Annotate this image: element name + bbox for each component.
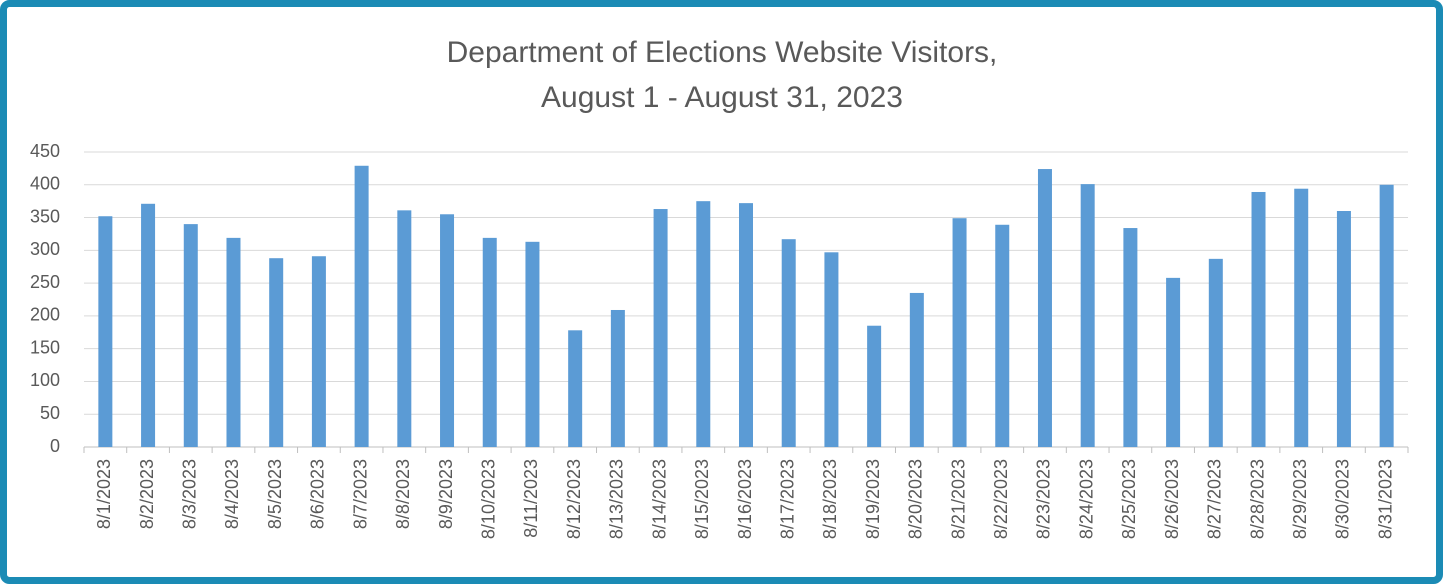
bar <box>1336 211 1351 447</box>
y-tick-label: 250 <box>30 272 60 292</box>
bar <box>867 325 882 447</box>
bar <box>739 203 753 447</box>
x-tick-label: 8/6/2023 <box>308 459 328 529</box>
x-tick-label: 8/16/2023 <box>735 459 755 539</box>
x-tick-label: 8/20/2023 <box>906 459 926 539</box>
x-tick-label: 8/23/2023 <box>1034 459 1054 539</box>
x-tick-label: 8/9/2023 <box>436 459 456 529</box>
bar <box>525 241 540 447</box>
bar <box>995 224 1010 447</box>
bar <box>98 216 113 447</box>
x-tick-label: 8/19/2023 <box>863 459 883 539</box>
x-tick-label: 8/14/2023 <box>649 459 669 539</box>
y-tick-label: 450 <box>30 141 60 161</box>
bar <box>397 210 412 447</box>
x-tick-label: 8/4/2023 <box>222 459 242 529</box>
x-tick-label: 8/25/2023 <box>1119 459 1139 539</box>
y-tick-label: 300 <box>30 239 60 259</box>
bar <box>354 165 369 447</box>
x-tick-label: 8/7/2023 <box>350 459 370 529</box>
bar <box>1166 277 1181 447</box>
bar <box>1208 258 1223 447</box>
y-tick-label: 350 <box>30 206 60 226</box>
bar <box>1080 184 1095 447</box>
bar <box>952 218 967 447</box>
y-tick-label: 0 <box>50 436 60 456</box>
x-tick-label: 8/28/2023 <box>1247 459 1267 539</box>
x-tick-label: 8/15/2023 <box>692 459 712 539</box>
bar <box>1123 228 1138 447</box>
x-tick-label: 8/31/2023 <box>1375 459 1395 539</box>
y-tick-label: 200 <box>30 305 60 325</box>
chart-title: Department of Elections Website Visitors… <box>447 36 998 69</box>
bar <box>141 203 156 447</box>
bar <box>311 256 326 447</box>
bar <box>1294 188 1309 447</box>
bar <box>183 224 198 447</box>
bar <box>269 258 284 447</box>
x-tick-label: 8/11/2023 <box>521 459 541 538</box>
x-tick-label: 8/13/2023 <box>607 459 627 539</box>
x-tick-label: 8/3/2023 <box>180 459 200 529</box>
x-tick-label: 8/10/2023 <box>478 459 498 539</box>
x-tick-label: 8/27/2023 <box>1205 459 1225 539</box>
bar <box>1379 184 1394 447</box>
bar <box>440 214 455 447</box>
x-tick-label: 8/5/2023 <box>265 459 285 529</box>
bar <box>1251 191 1266 447</box>
x-tick-label: 8/30/2023 <box>1333 459 1353 539</box>
x-tick-label: 8/1/2023 <box>94 459 114 529</box>
x-tick-label: 8/26/2023 <box>1162 459 1182 539</box>
y-tick-label: 400 <box>30 174 60 194</box>
x-tick-label: 8/29/2023 <box>1290 459 1310 539</box>
chart-subtitle: August 1 - August 31, 2023 <box>541 81 903 114</box>
x-tick-label: 8/12/2023 <box>564 459 584 539</box>
x-tick-label: 8/8/2023 <box>393 459 413 529</box>
bar <box>696 201 711 447</box>
x-tick-label: 8/22/2023 <box>991 459 1011 539</box>
bar <box>781 239 796 447</box>
bar <box>653 209 668 447</box>
x-tick-label: 8/18/2023 <box>820 459 840 539</box>
bar <box>482 237 497 447</box>
x-tick-label: 8/24/2023 <box>1076 459 1096 539</box>
bar <box>610 309 625 447</box>
x-tick-label: 8/21/2023 <box>948 459 968 539</box>
x-tick-label: 8/17/2023 <box>777 459 797 539</box>
y-tick-label: 100 <box>30 370 60 390</box>
y-tick-label: 150 <box>30 337 60 357</box>
y-tick-label: 50 <box>40 403 60 423</box>
bar <box>568 330 583 447</box>
bar <box>226 237 241 447</box>
bar <box>909 292 924 447</box>
bar <box>824 252 839 447</box>
x-tick-label: 8/2/2023 <box>137 459 157 529</box>
bar <box>1037 169 1052 448</box>
